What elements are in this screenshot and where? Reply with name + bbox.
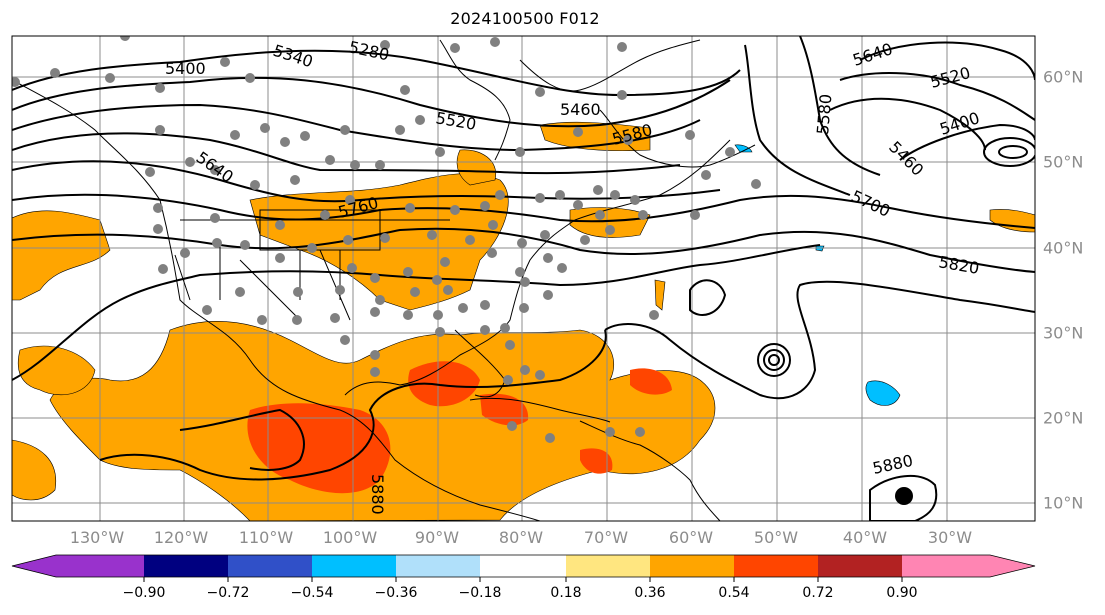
station-dots [12,36,761,443]
map-title: 2024100500 F012 [450,9,600,28]
lat-label: 20°N [1043,408,1084,428]
contour-label: 5460 [560,100,601,119]
graticule-grid [12,36,1035,521]
colorbar-segment [228,555,312,577]
lon-label: 60°W [668,528,714,547]
lon-label: 110°W [238,528,294,547]
shading-blue-areas [734,144,901,406]
colorbar-extend-high [990,555,1035,577]
colorbar-tick-label: −0.36 [374,585,418,601]
colorbar-segment [480,555,566,577]
lat-label: 40°N [1043,238,1084,258]
colorbar-tick-label: −0.72 [206,585,250,601]
colorbar-segment [734,555,818,577]
colorbar-segment [902,555,990,577]
colorbar-tick-label: −0.90 [122,585,166,601]
lat-label: 50°N [1043,152,1084,172]
colorbar-tick-label: −0.54 [290,585,334,601]
contour-label: 5400 [165,59,206,78]
contour-label: 5880 [368,474,387,515]
lon-label: 70°W [583,528,629,547]
lat-label: 60°N [1043,67,1084,87]
colorbar-extend-low [12,555,56,577]
contour-label: 5580 [813,93,835,135]
colorbar-tick-label: 0.18 [550,585,582,601]
lat-label: 30°N [1043,323,1084,343]
lon-label: 120°W [153,528,209,547]
height-contours [12,36,1035,521]
lon-label: 100°W [322,528,378,547]
colorbar-segment [818,555,902,577]
colorbar-tick-label: 0.90 [886,585,918,601]
cyclone-marker [895,487,913,505]
lon-label: 90°W [414,528,460,547]
map-frame [11,35,1036,522]
colorbar-segment [396,555,480,577]
lon-label: 30°W [927,528,973,547]
shading-orange-areas [12,121,1035,521]
colorbar-segment [144,555,228,577]
shading-red-areas [247,361,672,494]
colorbar-tick-label: 0.36 [634,585,666,601]
colorbar-segment [312,555,396,577]
lon-label: 130°W [69,528,125,547]
colorbar [11,554,1036,582]
lon-label: 40°W [842,528,888,547]
colorbar-tick-label: −0.18 [458,585,502,601]
colorbar-tick-label: 0.54 [718,585,750,601]
colorbar-segment [650,555,734,577]
colorbar-segment [566,555,650,577]
lat-label: 10°N [1043,493,1084,513]
colorbar-tick-label: 0.72 [802,585,834,601]
lon-label: 80°W [498,528,544,547]
colorbar-segment [56,555,144,577]
lon-label: 50°W [753,528,799,547]
